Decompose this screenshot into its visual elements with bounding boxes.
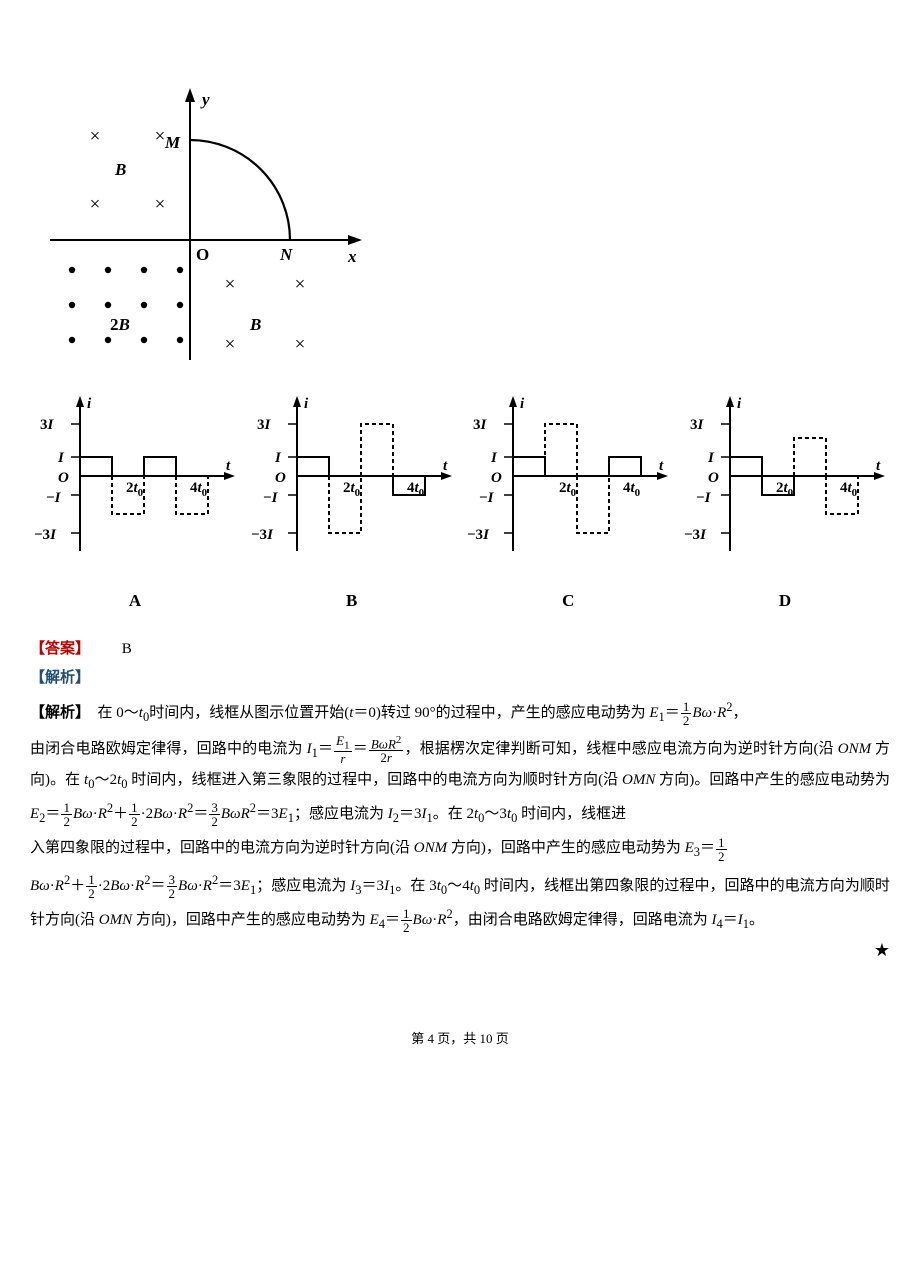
- svg-text:I: I: [490, 450, 498, 466]
- origin-label: O: [196, 245, 209, 264]
- analysis-label-line: 【解析】: [30, 664, 890, 693]
- svg-text:O: O: [708, 470, 719, 486]
- svg-text:4t0: 4t0: [407, 480, 425, 499]
- svg-text:−3I: −3I: [34, 527, 57, 543]
- svg-text:t: t: [226, 458, 231, 474]
- svg-text:i: i: [520, 396, 525, 412]
- svg-text:−I: −I: [479, 490, 495, 506]
- svg-text:I: I: [274, 450, 282, 466]
- choice-row: i t 3I I O −I −3I 2t0 4t0: [30, 391, 890, 618]
- svg-text:I: I: [707, 450, 715, 466]
- svg-text:×: ×: [155, 126, 166, 147]
- svg-text:t: t: [659, 458, 664, 474]
- svg-text:2t0: 2t0: [559, 480, 577, 499]
- svg-text:−3I: −3I: [467, 527, 490, 543]
- y-axis-label: y: [200, 90, 210, 109]
- answer-label: 【答案】: [30, 641, 90, 657]
- choice-B: i t 3I I O −I −3I 2t0 4t0: [247, 391, 457, 618]
- svg-text:t: t: [876, 458, 881, 474]
- explanation-header: 【解析】: [30, 705, 90, 721]
- choice-A: i t 3I I O −I −3I 2t0 4t0: [30, 391, 240, 618]
- svg-text:2B: 2B: [110, 315, 130, 334]
- svg-text:×: ×: [225, 274, 236, 295]
- svg-text:×: ×: [295, 274, 306, 295]
- star-icon: ★: [874, 933, 890, 967]
- page-footer: 第 4 页，共 10 页: [30, 1027, 890, 1052]
- N-label: N: [279, 245, 293, 264]
- field-diagram: y x O M N × × × × B 2B: [40, 80, 890, 381]
- answer-value: B: [122, 641, 132, 657]
- choice-label-D: D: [680, 585, 890, 617]
- choice-label-A: A: [30, 585, 240, 617]
- svg-text:O: O: [58, 470, 69, 486]
- explanation-block: 【解析】 在 0～t0时间内，线框从图示位置开始(t＝0)转过 90°的过程中，…: [30, 696, 890, 936]
- svg-text:−I: −I: [46, 490, 62, 506]
- choice-D: i t 3I I O −I −3I 2t0 4t0: [680, 391, 890, 618]
- svg-text:−I: −I: [263, 490, 279, 506]
- svg-text:4t0: 4t0: [623, 480, 641, 499]
- choice-C: i t 3I I O −I −3I 2t0 4t0: [463, 391, 673, 618]
- svg-text:3I: 3I: [40, 417, 55, 433]
- svg-text:−3I: −3I: [251, 527, 274, 543]
- B-label-q4: B: [249, 315, 261, 334]
- B-label-q2: B: [114, 160, 126, 179]
- analysis-label: 【解析】: [30, 670, 90, 686]
- svg-text:−I: −I: [696, 490, 712, 506]
- svg-text:×: ×: [225, 334, 236, 355]
- answer-line: 【答案】 B: [30, 635, 890, 664]
- svg-text:2t0: 2t0: [126, 480, 144, 499]
- M-label: M: [164, 133, 181, 152]
- svg-text:O: O: [275, 470, 286, 486]
- svg-text:3I: 3I: [257, 417, 272, 433]
- svg-text:4t0: 4t0: [840, 480, 858, 499]
- svg-text:×: ×: [155, 194, 166, 215]
- svg-text:×: ×: [295, 334, 306, 355]
- svg-text:i: i: [737, 396, 742, 412]
- svg-text:3I: 3I: [473, 417, 488, 433]
- svg-text:2t0: 2t0: [343, 480, 361, 499]
- svg-text:i: i: [304, 396, 309, 412]
- choice-label-C: C: [463, 585, 673, 617]
- svg-text:4t0: 4t0: [190, 480, 208, 499]
- svg-text:3I: 3I: [690, 417, 705, 433]
- svg-text:I: I: [57, 450, 65, 466]
- choice-label-B: B: [247, 585, 457, 617]
- svg-text:×: ×: [90, 194, 101, 215]
- svg-text:t: t: [443, 458, 448, 474]
- svg-text:O: O: [491, 470, 502, 486]
- svg-text:×: ×: [90, 126, 101, 147]
- svg-text:2t0: 2t0: [776, 480, 794, 499]
- x-axis-label: x: [347, 247, 357, 266]
- svg-text:i: i: [87, 396, 92, 412]
- svg-text:−3I: −3I: [684, 527, 707, 543]
